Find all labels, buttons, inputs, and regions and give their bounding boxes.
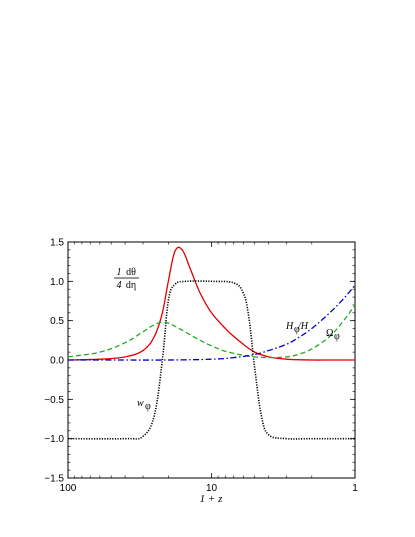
x-tick-label: 10 — [206, 483, 218, 494]
series-line-w_phi — [67, 280, 355, 440]
y-tick-label: 1.5 — [50, 238, 64, 249]
y-tick-label: 0.0 — [50, 356, 64, 367]
annotation-w-phi: w φ — [137, 398, 151, 412]
annotation-dtheta-denominator: 4 — [117, 280, 122, 291]
series-group — [67, 246, 356, 440]
y-tick-label: 0.5 — [50, 316, 64, 327]
annotation-omega-phi-sub: φ — [334, 331, 340, 342]
annotation-h-phi: H φ /H — [285, 321, 309, 335]
y-tick-label: −1.0 — [44, 434, 64, 445]
series-line-h_phi — [68, 284, 356, 361]
y-tick-label: −1.5 — [44, 474, 64, 485]
annotation-h-phi-base: H — [285, 321, 294, 332]
x-tick-label: 100 — [60, 483, 77, 494]
x-tick-label: 1 — [352, 483, 358, 494]
y-tick-label: 1.0 — [50, 277, 64, 288]
annotation-dtheta: 1 4 dθ dη — [114, 267, 139, 291]
annotation-h-phi-suffix: /H — [297, 321, 309, 332]
annotation-h-phi-sub: φ — [294, 324, 300, 335]
y-tick-label: −0.5 — [44, 395, 64, 406]
series-line-omega_phi — [67, 304, 356, 359]
series-line-dtheta — [67, 246, 355, 361]
annotation-omega-phi-base: Ω — [326, 328, 333, 339]
annotation-dtheta-numerator: 1 — [117, 267, 122, 278]
annotation-dtheta-frac-bottom: dη — [126, 280, 136, 291]
annotation-omega-phi: Ω φ — [326, 328, 340, 342]
tick-labels: −1.5 −1.0 −0.5 0.0 0.5 1.0 1.5 100 10 1 — [44, 238, 358, 495]
annotation-w-phi-base: w — [137, 398, 144, 409]
annotation-w-phi-sub: φ — [145, 401, 151, 412]
annotation-dtheta-frac-top: dθ — [126, 267, 136, 278]
x-axis-title: 1 + z — [200, 493, 223, 505]
